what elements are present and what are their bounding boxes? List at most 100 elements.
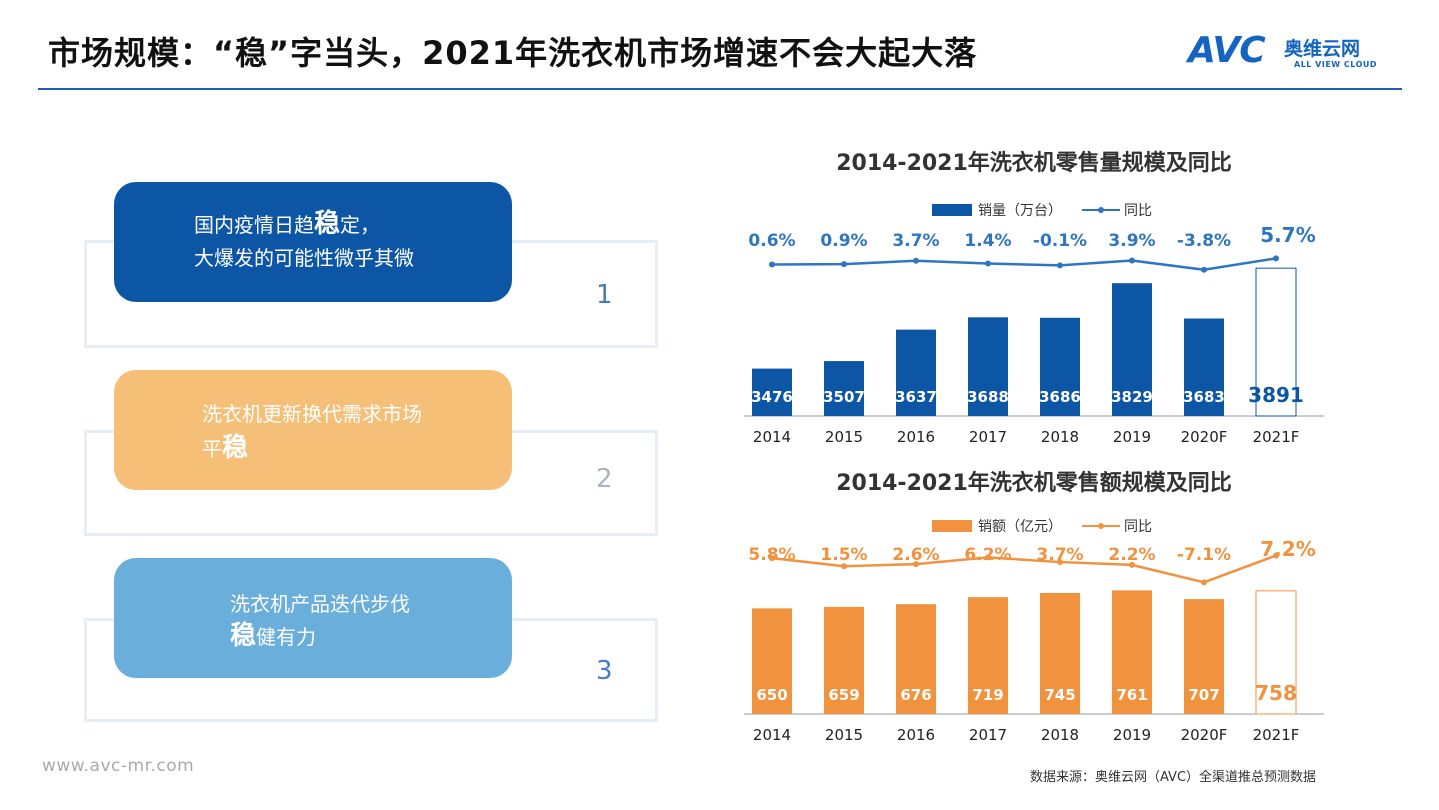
yoy-label: 2.6% bbox=[892, 545, 939, 565]
card-1-number: 1 bbox=[596, 280, 613, 310]
yoy-point bbox=[1057, 559, 1063, 566]
bar-value-label: 761 bbox=[1116, 686, 1147, 704]
x-tick-label: 2019 bbox=[1113, 726, 1151, 744]
bar bbox=[752, 368, 792, 416]
bar bbox=[1184, 599, 1224, 714]
bar bbox=[896, 329, 936, 416]
bar bbox=[752, 608, 792, 714]
yoy-label: 3.9% bbox=[1108, 231, 1155, 251]
bar-value-label: 3637 bbox=[895, 388, 937, 406]
bar bbox=[1112, 590, 1152, 714]
yoy-point bbox=[841, 563, 847, 570]
x-tick-label: 2021F bbox=[1253, 726, 1300, 744]
x-tick-label: 2020F bbox=[1181, 726, 1228, 744]
yoy-point bbox=[1273, 255, 1279, 262]
bar bbox=[1040, 317, 1080, 416]
legend-line-label: 同比 bbox=[1124, 203, 1152, 219]
yoy-label: -0.1% bbox=[1033, 231, 1087, 251]
card-3: 洗衣机产品迭代步伐 稳健有力 bbox=[114, 558, 512, 678]
yoy-label: 3.7% bbox=[1036, 545, 1083, 565]
x-tick-label: 2019 bbox=[1113, 428, 1151, 446]
yoy-point bbox=[913, 257, 919, 264]
yoy-label: -7.1% bbox=[1177, 545, 1231, 565]
yoy-point bbox=[1129, 561, 1135, 568]
data-source-note: 数据来源：奥维云网（AVC）全渠道推总预测数据 bbox=[1030, 770, 1317, 785]
card-2: 洗衣机更新换代需求市场 平稳 bbox=[114, 370, 512, 490]
bar-value-label: 707 bbox=[1188, 686, 1219, 704]
x-tick-label: 2017 bbox=[969, 726, 1007, 744]
bar-value-label: 3891 bbox=[1248, 383, 1304, 407]
bar-value-label: 3688 bbox=[967, 388, 1009, 406]
yoy-point bbox=[769, 555, 775, 562]
yoy-point bbox=[1129, 257, 1135, 264]
bar-value-label: 3476 bbox=[751, 388, 793, 406]
bar bbox=[1255, 590, 1297, 715]
x-tick-label: 2020F bbox=[1181, 428, 1228, 446]
x-tick-label: 2014 bbox=[753, 428, 791, 446]
yoy-label: 5.7% bbox=[1260, 223, 1315, 247]
x-tick-label: 2015 bbox=[825, 428, 863, 446]
yoy-label: 1.4% bbox=[964, 231, 1011, 251]
card-2-number: 2 bbox=[596, 464, 613, 494]
legend-bar-label: 销额（亿元） bbox=[978, 519, 1062, 535]
bar-value-label: 3507 bbox=[823, 388, 865, 406]
card-1-line-2: 大爆发的可能性微乎其微 bbox=[194, 246, 414, 270]
legend-bar-swatch bbox=[932, 520, 972, 532]
card-2-line-2: 平稳 bbox=[202, 433, 249, 463]
yoy-label: 3.7% bbox=[892, 231, 939, 251]
card-3-line-1: 洗衣机产品迭代步伐 bbox=[230, 592, 410, 616]
bar bbox=[824, 606, 864, 714]
legend-line-marker bbox=[1098, 207, 1104, 213]
logo-mark: AVC bbox=[1188, 30, 1266, 71]
bar bbox=[968, 597, 1008, 714]
yoy-label: 6.2% bbox=[964, 545, 1011, 565]
bar bbox=[1255, 267, 1297, 417]
x-tick-label: 2016 bbox=[897, 428, 935, 446]
bar-value-label: 3686 bbox=[1039, 388, 1081, 406]
avc-logo: AVC 奥维云网 ALL VIEW CLOUD bbox=[1188, 30, 1408, 76]
yoy-label: 1.5% bbox=[820, 545, 867, 565]
yoy-point bbox=[985, 554, 991, 561]
yoy-label: -3.8% bbox=[1177, 231, 1231, 251]
title-divider bbox=[38, 88, 1402, 90]
logo-english-name: ALL VIEW CLOUD bbox=[1294, 60, 1378, 69]
legend-line-marker bbox=[1098, 523, 1104, 529]
yoy-point bbox=[913, 561, 919, 568]
yoy-point bbox=[1201, 266, 1207, 273]
chart-title: 2014-2021年洗衣机零售额规模及同比 bbox=[836, 470, 1232, 496]
card-3-number: 3 bbox=[596, 656, 613, 686]
bar-value-label: 758 bbox=[1255, 681, 1297, 705]
yoy-point bbox=[985, 260, 991, 267]
x-tick-label: 2018 bbox=[1041, 726, 1079, 744]
x-tick-label: 2014 bbox=[753, 726, 791, 744]
legend-bar-label: 销量（万台） bbox=[978, 203, 1062, 219]
yoy-point bbox=[841, 261, 847, 268]
bar-value-label: 3683 bbox=[1183, 388, 1225, 406]
yoy-label: 0.6% bbox=[748, 231, 795, 251]
yoy-point bbox=[769, 261, 775, 268]
yoy-label: 2.2% bbox=[1108, 545, 1155, 565]
yoy-line bbox=[771, 257, 1277, 272]
bar-value-label: 745 bbox=[1044, 686, 1075, 704]
bar bbox=[896, 604, 936, 714]
card-1-line-1: 国内疫情日趋稳定， bbox=[194, 209, 381, 239]
card-2-line-1: 洗衣机更新换代需求市场 bbox=[202, 402, 422, 426]
card-3-line-2: 稳健有力 bbox=[230, 621, 317, 651]
x-tick-label: 2021F bbox=[1253, 428, 1300, 446]
yoy-label: 5.8% bbox=[748, 545, 795, 565]
bar bbox=[968, 317, 1008, 416]
yoy-label: 7.2% bbox=[1260, 537, 1315, 561]
bar bbox=[824, 361, 864, 416]
bar-value-label: 659 bbox=[828, 686, 859, 704]
legend-line-label: 同比 bbox=[1124, 519, 1152, 535]
x-tick-label: 2015 bbox=[825, 726, 863, 744]
x-tick-label: 2017 bbox=[969, 428, 1007, 446]
yoy-line bbox=[771, 554, 1277, 584]
website-url: www.avc-mr.com bbox=[42, 756, 195, 776]
bar-value-label: 650 bbox=[756, 686, 787, 704]
x-tick-label: 2018 bbox=[1041, 428, 1079, 446]
legend-bar-swatch bbox=[932, 204, 972, 216]
bar-value-label: 676 bbox=[900, 686, 931, 704]
